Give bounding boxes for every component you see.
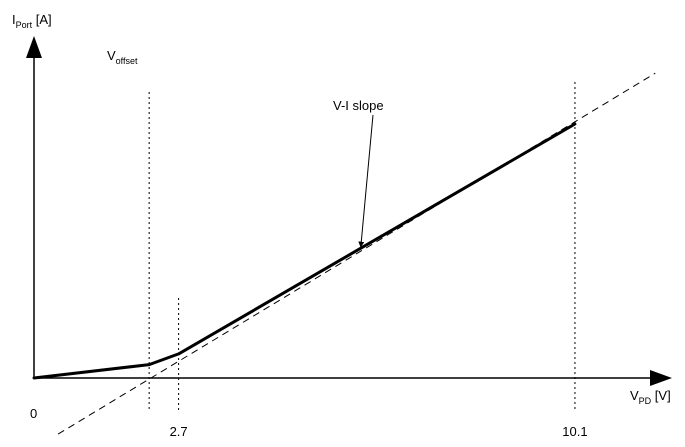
v-offset-label: Voffset [107,48,138,66]
x-tick-label: 10.1 [562,424,587,439]
y-axis-label: IPort [A] [12,12,52,30]
v-i-slope-pointer-arrow [358,114,374,248]
x-axis-arrow [650,370,672,386]
vi-curve-line [32,122,577,380]
y-axis-arrow [26,36,42,58]
x-axis-label: VPD [V] [630,388,671,406]
v-i-slope-annotation: V-I slope [333,98,384,113]
x-tick-label: 2.7 [170,424,188,439]
origin-label: 0 [30,406,37,421]
extrapolated-slope-line [57,72,656,435]
